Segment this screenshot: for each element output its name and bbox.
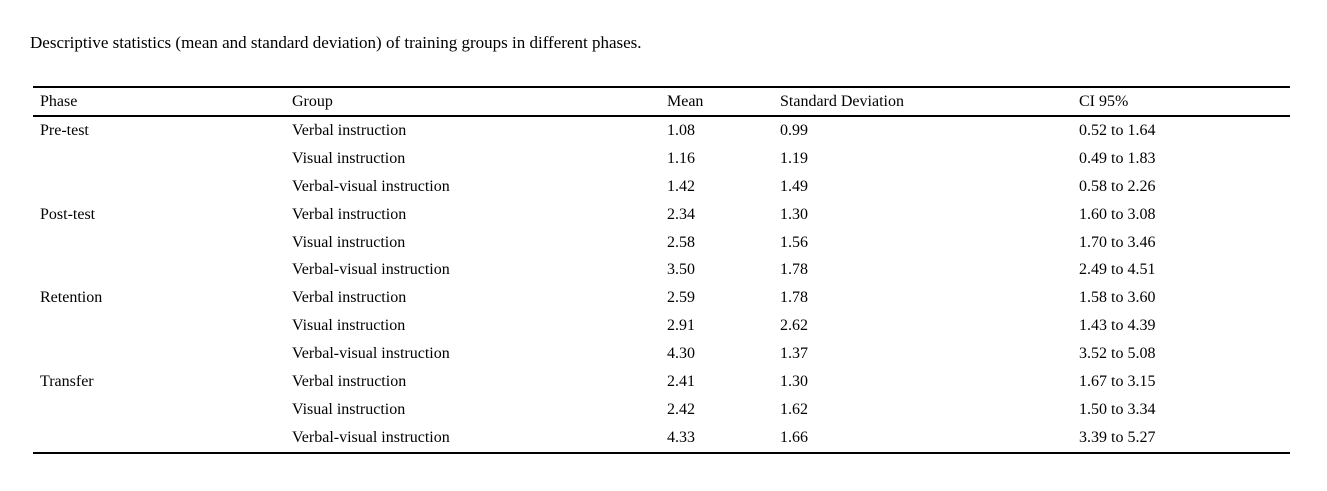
table-row: Verbal-visual instruction 4.33 1.66 3.39… — [33, 424, 1290, 452]
col-header-standard-deviation: Standard Deviation — [780, 92, 904, 110]
cell-group: Verbal instruction — [292, 372, 407, 390]
cell-ci-95: 0.52 to 1.64 — [1079, 121, 1156, 139]
cell-ci-95: 1.67 to 3.15 — [1079, 372, 1156, 390]
cell-standard-deviation: 1.19 — [780, 149, 808, 167]
cell-mean: 3.50 — [667, 261, 695, 279]
table-row: Retention Verbal instruction 2.59 1.78 1… — [33, 284, 1290, 312]
cell-ci-95: 1.70 to 3.46 — [1079, 233, 1156, 251]
table-caption: Descriptive statistics (mean and standar… — [30, 33, 642, 52]
cell-ci-95: 1.60 to 3.08 — [1079, 205, 1156, 223]
table-row: Visual instruction 2.91 2.62 1.43 to 4.3… — [33, 312, 1290, 340]
table-row: Pre-test Verbal instruction 1.08 0.99 0.… — [33, 117, 1290, 145]
col-header-group: Group — [292, 92, 333, 110]
cell-phase: Transfer — [40, 372, 94, 390]
table-header-row: Phase Group Mean Standard Deviation CI 9… — [33, 88, 1290, 117]
cell-group: Verbal instruction — [292, 289, 407, 307]
cell-group: Visual instruction — [292, 400, 406, 418]
table-row: Visual instruction 2.58 1.56 1.70 to 3.4… — [33, 229, 1290, 257]
table-body: Pre-test Verbal instruction 1.08 0.99 0.… — [33, 117, 1290, 454]
cell-standard-deviation: 1.78 — [780, 261, 808, 279]
cell-ci-95: 3.52 to 5.08 — [1079, 345, 1156, 363]
cell-standard-deviation: 0.99 — [780, 121, 808, 139]
cell-mean: 1.42 — [667, 177, 695, 195]
cell-mean: 2.34 — [667, 205, 695, 223]
cell-standard-deviation: 1.56 — [780, 233, 808, 251]
cell-mean: 2.91 — [667, 317, 695, 335]
cell-ci-95: 0.49 to 1.83 — [1079, 149, 1156, 167]
cell-standard-deviation: 1.30 — [780, 205, 808, 223]
descriptive-statistics-table: Phase Group Mean Standard Deviation CI 9… — [33, 86, 1290, 454]
cell-ci-95: 1.58 to 3.60 — [1079, 289, 1156, 307]
cell-ci-95: 1.50 to 3.34 — [1079, 400, 1156, 418]
col-header-mean: Mean — [667, 92, 704, 110]
cell-mean: 2.42 — [667, 400, 695, 418]
cell-phase: Pre-test — [40, 121, 89, 139]
cell-group: Verbal instruction — [292, 205, 407, 223]
cell-group: Visual instruction — [292, 317, 406, 335]
table-row: Visual instruction 1.16 1.19 0.49 to 1.8… — [33, 145, 1290, 173]
cell-standard-deviation: 1.66 — [780, 428, 808, 446]
cell-group: Verbal-visual instruction — [292, 345, 450, 363]
cell-phase: Retention — [40, 289, 103, 307]
cell-group: Verbal-visual instruction — [292, 261, 450, 279]
table-row: Transfer Verbal instruction 2.41 1.30 1.… — [33, 368, 1290, 396]
table-row: Verbal-visual instruction 1.42 1.49 0.58… — [33, 173, 1290, 201]
cell-ci-95: 0.58 to 2.26 — [1079, 177, 1156, 195]
cell-mean: 2.41 — [667, 372, 695, 390]
table-row: Verbal-visual instruction 3.50 1.78 2.49… — [33, 256, 1290, 284]
cell-mean: 2.58 — [667, 233, 695, 251]
cell-ci-95: 1.43 to 4.39 — [1079, 317, 1156, 335]
cell-standard-deviation: 1.62 — [780, 400, 808, 418]
cell-ci-95: 2.49 to 4.51 — [1079, 261, 1156, 279]
cell-mean: 1.08 — [667, 121, 695, 139]
col-header-phase: Phase — [40, 92, 78, 110]
cell-group: Verbal-visual instruction — [292, 428, 450, 446]
cell-standard-deviation: 1.78 — [780, 289, 808, 307]
cell-group: Visual instruction — [292, 149, 406, 167]
cell-standard-deviation: 1.30 — [780, 372, 808, 390]
cell-phase: Post-test — [40, 205, 96, 223]
cell-mean: 4.30 — [667, 345, 695, 363]
cell-ci-95: 3.39 to 5.27 — [1079, 428, 1156, 446]
cell-standard-deviation: 1.37 — [780, 345, 808, 363]
cell-group: Visual instruction — [292, 233, 406, 251]
cell-standard-deviation: 1.49 — [780, 177, 808, 195]
cell-mean: 2.59 — [667, 289, 695, 307]
table-row: Post-test Verbal instruction 2.34 1.30 1… — [33, 201, 1290, 229]
cell-standard-deviation: 2.62 — [780, 317, 808, 335]
table-row: Visual instruction 2.42 1.62 1.50 to 3.3… — [33, 396, 1290, 424]
col-header-ci-95: CI 95% — [1079, 92, 1129, 110]
cell-group: Verbal instruction — [292, 121, 407, 139]
cell-mean: 4.33 — [667, 428, 695, 446]
cell-group: Verbal-visual instruction — [292, 177, 450, 195]
table-row: Verbal-visual instruction 4.30 1.37 3.52… — [33, 340, 1290, 368]
cell-mean: 1.16 — [667, 149, 695, 167]
